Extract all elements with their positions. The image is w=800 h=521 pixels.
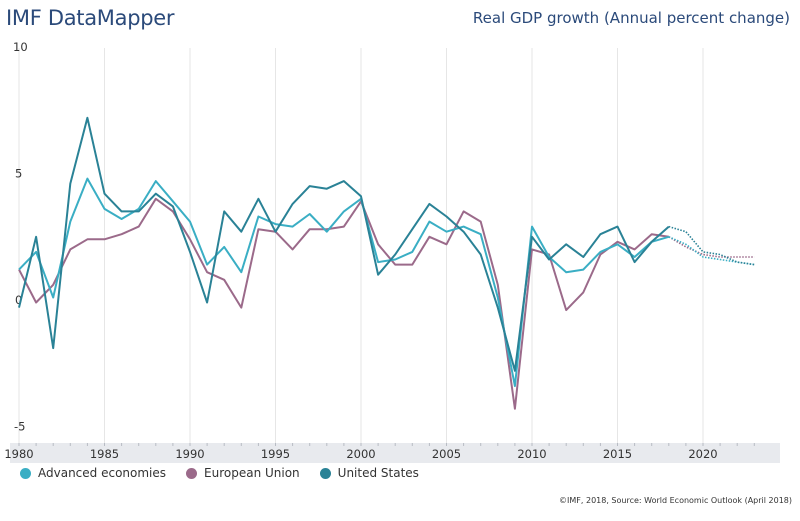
y-tick-label: 0 — [15, 293, 22, 307]
x-tick-label: 1980 — [4, 447, 33, 461]
series-projection-advanced — [668, 236, 755, 266]
series-line-advanced — [18, 177, 670, 387]
series-projection-eu — [668, 236, 755, 258]
y-axis: 10 5 0 -5 — [13, 40, 28, 434]
series-lines — [18, 116, 755, 410]
chart-title: Real GDP growth (Annual percent change) — [472, 9, 790, 27]
x-axis-band — [10, 443, 780, 463]
legend-dot-advanced — [20, 467, 31, 479]
x-tick-label: 1995 — [261, 447, 290, 461]
brand-title: IMF DataMapper — [6, 6, 175, 30]
legend-dot-us — [319, 467, 331, 479]
series-line-us — [18, 116, 670, 372]
y-tick-label: -5 — [14, 420, 25, 434]
y-tick-label: 10 — [13, 40, 28, 54]
legend-dot-eu — [186, 467, 198, 479]
legend-label: European Union — [204, 466, 300, 480]
y-tick-label: 5 — [15, 167, 22, 181]
x-tick-label: 1985 — [90, 447, 119, 461]
legend-item-advanced[interactable]: Advanced economies — [20, 466, 166, 480]
x-tick-label: 2005 — [432, 447, 461, 461]
legend: Advanced economies European Union United… — [20, 466, 419, 480]
grid-lines — [18, 48, 704, 443]
legend-item-eu[interactable]: European Union — [186, 466, 300, 480]
legend-item-us[interactable]: United States — [319, 466, 419, 480]
legend-label: Advanced economies — [38, 466, 167, 480]
x-tick-label: 2000 — [346, 447, 375, 461]
x-tick-label: 1990 — [175, 447, 204, 461]
x-axis: 1980 1985 1990 1995 2000 2005 2010 2015 2020 — [4, 443, 755, 461]
source-note: ©IMF, 2018, Source: World Economic Outlo… — [559, 496, 792, 505]
legend-label: United States — [337, 466, 419, 480]
series-line-eu — [18, 197, 669, 410]
x-tick-label: 2015 — [603, 447, 632, 461]
x-tick-label: 2020 — [688, 447, 717, 461]
x-tick-label: 2010 — [517, 447, 546, 461]
